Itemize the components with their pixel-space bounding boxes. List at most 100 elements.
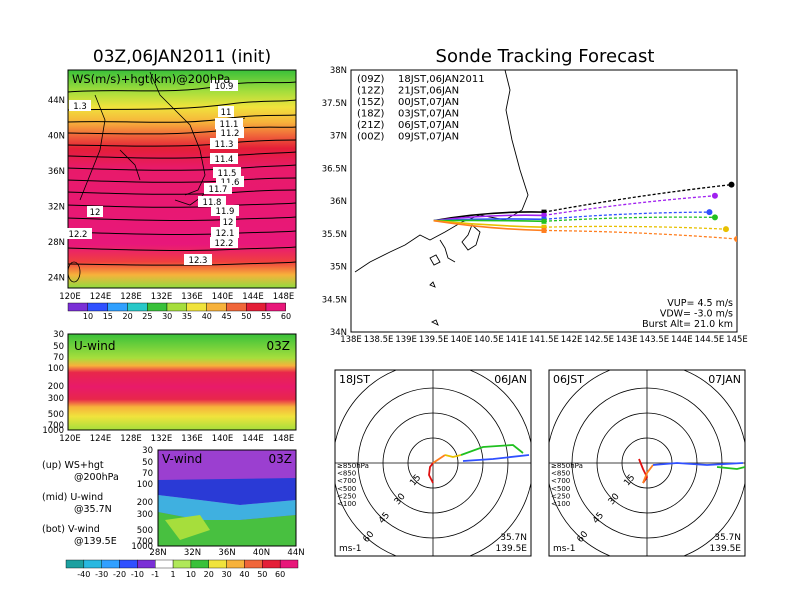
sonde-parameter: VDW= -3.0 m/s (660, 309, 733, 320)
u-wind-label: U-wind (74, 339, 115, 353)
pressure-tick-label: 700 (137, 537, 153, 547)
pressure-tick-label: 70 (53, 353, 64, 363)
colorbar-swatch (87, 302, 108, 312)
legend-code: (09Z) (357, 74, 384, 85)
u-wind-lon-labels: 120E 124E 128E 132E 136E 140E 144E 148E (59, 434, 294, 444)
sonde-parameter: VUP= 4.5 m/s (667, 298, 733, 309)
lat-tick-label: 36N (218, 548, 235, 558)
lat-tick-label: 36.5N (322, 164, 347, 174)
lon-tick-label: 140E (212, 434, 234, 444)
burst-point-marker (541, 209, 547, 215)
panel-notes: (up) WS+hgt@200hPa (mid) U-wind@35.7N (bot… (42, 460, 119, 547)
pressure-tick-label: 200 (137, 498, 153, 508)
level-legend-item: <700 (551, 477, 570, 485)
lon-tick-label: 148E (273, 292, 295, 302)
level-legend-item: <250 (337, 492, 356, 500)
contour-label: 12.2 (215, 239, 234, 249)
note-subtext: @200hPa (74, 472, 119, 483)
wind-profile-trace (444, 454, 462, 458)
burst-point-marker (541, 218, 547, 224)
lon-tick-label: 141E (506, 335, 528, 345)
pressure-tick-label: 1000 (131, 542, 153, 552)
contour-label-box (69, 100, 91, 111)
colorbar-swatch (127, 302, 148, 312)
hodograph-units: ms-1 (339, 544, 361, 554)
wind-profile-trace (642, 464, 654, 484)
legend-time: 06JST,07JAN (398, 120, 459, 131)
legend-time: 18JST,06JAN2011 (398, 74, 485, 85)
lat-tick-label: 37.5N (322, 99, 347, 109)
track-lon-labels: 138E 138.5E 139E 139.5E 140E 140.5E 141E 141.5E… (340, 335, 748, 345)
lon-tick-label: 144E (242, 434, 264, 444)
contour-label: 12.2 (69, 230, 88, 240)
lat-tick-label: 32N (184, 548, 201, 558)
lon-tick-label: 120E (59, 434, 81, 444)
colorbar-swatch (172, 559, 192, 569)
colorbar-label: 40 (239, 570, 249, 579)
legend-code: (00Z) (357, 132, 384, 143)
colorbar-label: -10 (131, 570, 144, 579)
lon-tick-label: 139.5E (419, 335, 449, 345)
colorbar-swatch (226, 302, 247, 312)
pressure-tick-label: 50 (53, 342, 64, 352)
wind-speed-colorbar: 10 15 20 25 30 35 40 45 50 55 60 (67, 302, 291, 321)
v-wind-time: 03Z (269, 452, 293, 466)
track-lat-labels: 38N 37.5N 37N 36.5N 36N 35.5N 35N 34.5N 34N (322, 66, 347, 338)
contour-label-box (216, 176, 244, 187)
lat-tick-label: 34N (330, 328, 347, 338)
contour-label: 12 (90, 208, 101, 218)
level-legend-item: ≥850hPa (337, 462, 369, 470)
colorbar-label: 20 (204, 570, 214, 579)
landing-point-marker (728, 181, 735, 188)
landing-point-marker (711, 192, 718, 199)
legend-code: (15Z) (357, 97, 384, 108)
contour-label-box (210, 237, 238, 248)
colorbar-label: 10 (83, 312, 93, 321)
hodograph-date-label: 06JAN (494, 373, 527, 386)
lat-tick-label: 35N (330, 263, 347, 273)
colorbar-label: -30 (95, 570, 108, 579)
legend-time: 03JST,07JAN (398, 109, 459, 120)
lat-tick-label: 40N (48, 132, 65, 142)
right-title: Sonde Tracking Forecast (436, 46, 655, 67)
lat-tick-label: 38N (330, 66, 347, 76)
colorbar-swatch (186, 302, 207, 312)
lon-tick-label: 142E (561, 335, 583, 345)
wind-profile-trace (432, 454, 446, 464)
pressure-tick-label: 300 (48, 394, 64, 404)
contour-label-box (198, 196, 226, 207)
lon-tick-label: 139E (395, 335, 417, 345)
pressure-tick-label: 100 (137, 480, 153, 490)
note-heading: (mid) U-wind (42, 492, 103, 503)
wind-profile-trace (460, 444, 524, 456)
contour-label-box (204, 183, 232, 194)
colorbar-label: 35 (182, 312, 192, 321)
hodograph-lon: 139.5E (496, 544, 528, 554)
level-legend-item: <850 (337, 470, 356, 478)
lon-tick-label: 144.5E (695, 335, 725, 345)
lon-tick-label: 141.5E (529, 335, 559, 345)
colorbar-label: 1 (171, 570, 176, 579)
hodograph-time-label: 06JST (553, 373, 584, 386)
level-legend-item: <500 (337, 485, 356, 493)
lon-tick-label: 132E (151, 292, 173, 302)
contour-label: 11.4 (215, 155, 234, 165)
top-map-lat-labels: 44N 40N 36N 32N 28N 24N (48, 96, 65, 284)
colorbar-swatch (245, 302, 267, 312)
sonde-tracks (433, 181, 737, 242)
colorbar-swatch (119, 559, 138, 569)
u-wind-time: 03Z (267, 339, 291, 353)
contour-label: 11.7 (209, 185, 228, 195)
colorbar-swatch (262, 559, 281, 569)
colorbar-swatch (67, 302, 88, 312)
colorbar-swatch (208, 559, 227, 569)
contour-label: 11.5 (218, 169, 237, 179)
lon-tick-label: 132E (151, 434, 173, 444)
colorbar-swatch (101, 559, 120, 569)
colorbar-label: 10 (186, 570, 196, 579)
note-heading: (up) WS+hgt (42, 460, 104, 471)
contour-label: 12.3 (189, 256, 208, 266)
contour-label-box (210, 138, 238, 149)
contour-label: 12.1 (216, 229, 235, 239)
